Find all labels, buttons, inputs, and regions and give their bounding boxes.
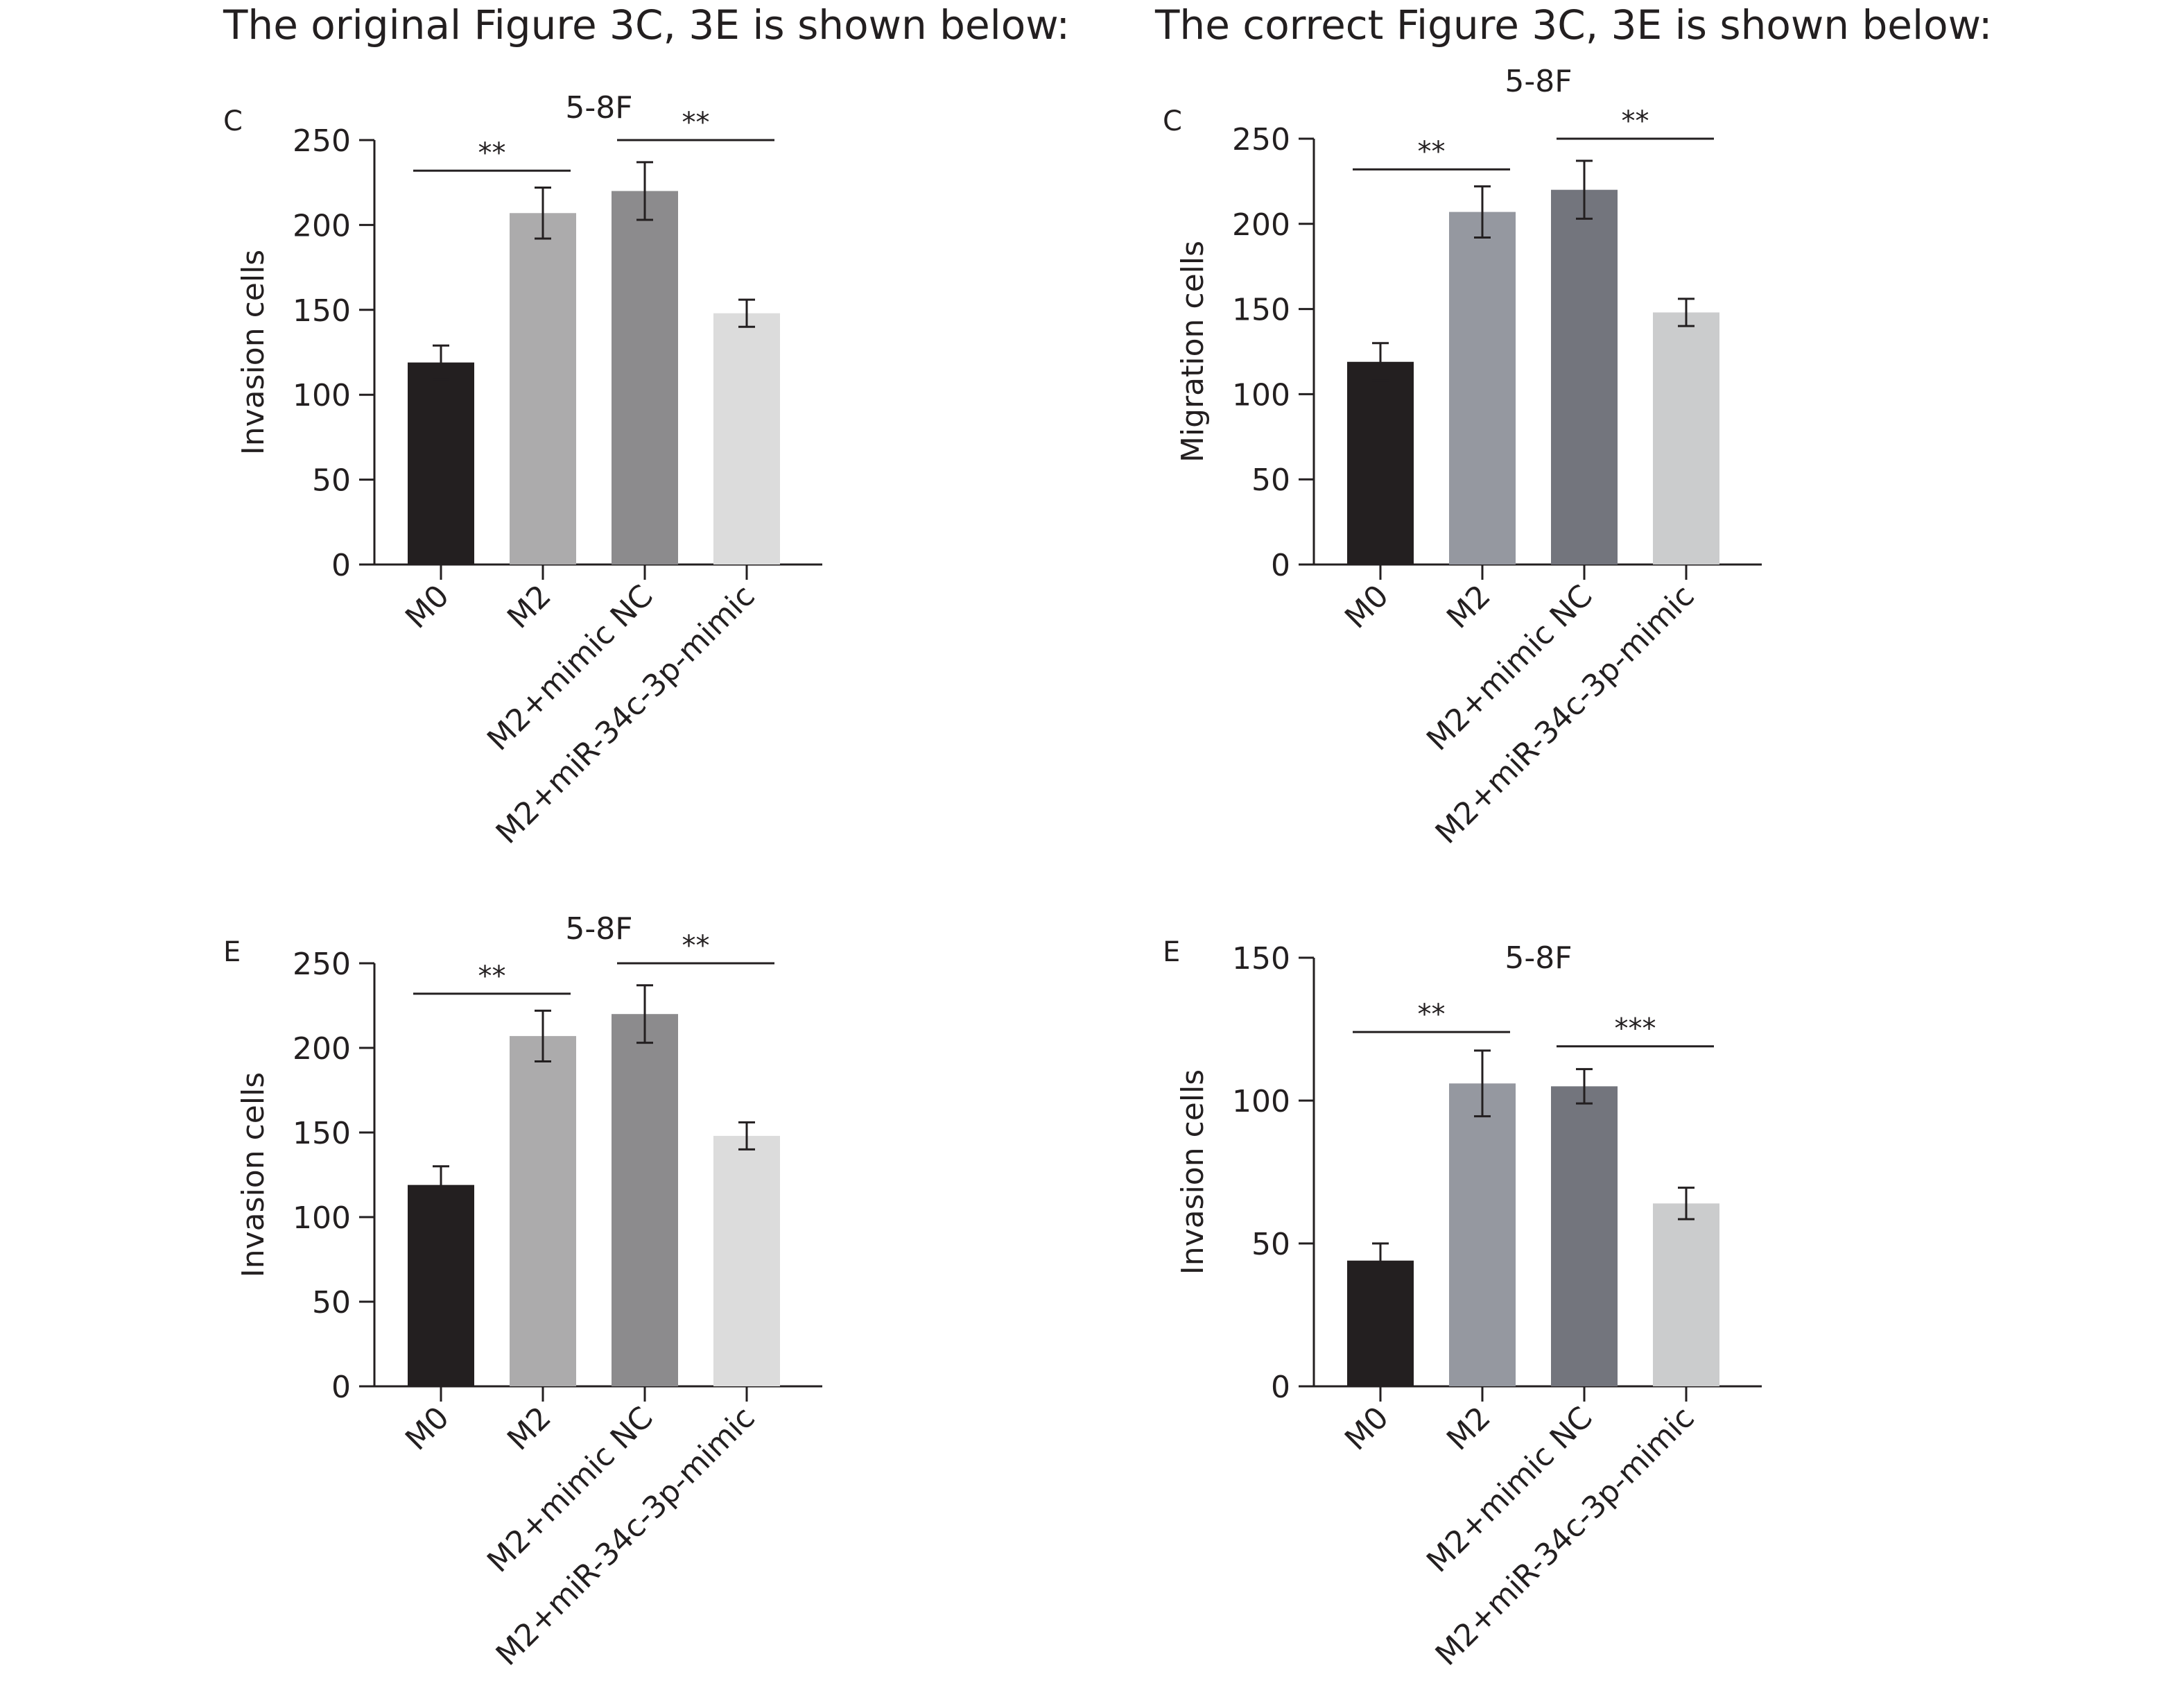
bar <box>713 313 780 565</box>
y-tick-label: 200 <box>293 1031 351 1067</box>
panel-letter: C <box>223 105 243 137</box>
y-tick-label: 0 <box>1271 548 1290 583</box>
y-tick-label: 100 <box>1232 377 1290 413</box>
bar <box>1449 212 1516 565</box>
panel-letter: E <box>1163 936 1180 968</box>
y-tick-label: 250 <box>293 123 351 159</box>
bar <box>1347 1260 1414 1386</box>
bar <box>510 213 576 565</box>
bar <box>713 1135 780 1386</box>
bar <box>1653 312 1719 565</box>
y-axis-label: Invasion cells <box>236 250 271 455</box>
significance-label: ** <box>478 137 506 169</box>
y-axis-label: Invasion cells <box>1175 1069 1211 1275</box>
y-tick-label: 0 <box>331 548 351 583</box>
bar <box>1551 189 1618 565</box>
x-tick-label: M2 <box>501 578 558 636</box>
y-tick-label: 150 <box>293 1116 351 1151</box>
bar <box>1347 361 1414 565</box>
bar <box>510 1035 576 1386</box>
x-tick-label: M2 <box>1440 578 1498 636</box>
x-tick-label: M0 <box>1338 578 1396 636</box>
y-tick-label: 50 <box>312 1285 351 1320</box>
y-tick-label: 250 <box>1232 122 1290 157</box>
chart-title: 5-8F <box>565 90 632 126</box>
y-tick-label: 50 <box>312 463 351 499</box>
y-tick-label: 100 <box>293 1200 351 1236</box>
x-tick-label: M2 <box>501 1400 558 1458</box>
heading-correct: The correct Figure 3C, 3E is shown below… <box>1155 1 1993 49</box>
y-tick-label: 0 <box>331 1370 351 1405</box>
significance-label: *** <box>1615 1013 1656 1045</box>
y-tick-label: 150 <box>1232 941 1290 976</box>
heading-original: The original Figure 3C, 3E is shown belo… <box>223 1 1071 49</box>
chart-title: 5-8F <box>565 911 632 947</box>
chart-title: 5-8F <box>1505 940 1572 976</box>
y-axis-label: Invasion cells <box>236 1072 271 1277</box>
significance-label: ** <box>478 961 506 992</box>
y-tick-label: 100 <box>1232 1084 1290 1119</box>
y-tick-label: 150 <box>293 293 351 329</box>
significance-label: ** <box>1418 999 1446 1031</box>
y-tick-label: 50 <box>1251 1227 1290 1262</box>
y-tick-label: 200 <box>1232 207 1290 243</box>
panel-letter: E <box>223 936 241 968</box>
significance-label: ** <box>1418 136 1446 168</box>
y-axis-label: Migration cells <box>1175 241 1211 463</box>
bar <box>408 362 474 565</box>
y-tick-label: 200 <box>293 208 351 243</box>
x-tick-label: M0 <box>1338 1400 1396 1458</box>
bar <box>612 1014 678 1386</box>
chart-title: 5-8F <box>1505 64 1572 99</box>
y-tick-label: 250 <box>293 947 351 982</box>
bar <box>612 191 678 565</box>
bar <box>1449 1083 1516 1386</box>
panel-letter: C <box>1163 105 1182 137</box>
x-tick-label: M0 <box>399 578 456 636</box>
y-tick-label: 0 <box>1271 1370 1290 1405</box>
x-tick-label: M2 <box>1440 1400 1498 1458</box>
significance-label: ** <box>682 107 710 139</box>
y-tick-label: 100 <box>293 378 351 413</box>
bar <box>1551 1086 1618 1386</box>
significance-label: ** <box>1622 105 1649 137</box>
x-tick-label: M0 <box>399 1400 456 1458</box>
bar <box>408 1185 474 1386</box>
significance-label: ** <box>682 930 710 962</box>
y-tick-label: 50 <box>1251 463 1290 498</box>
bar <box>1653 1203 1719 1386</box>
y-tick-label: 150 <box>1232 293 1290 328</box>
